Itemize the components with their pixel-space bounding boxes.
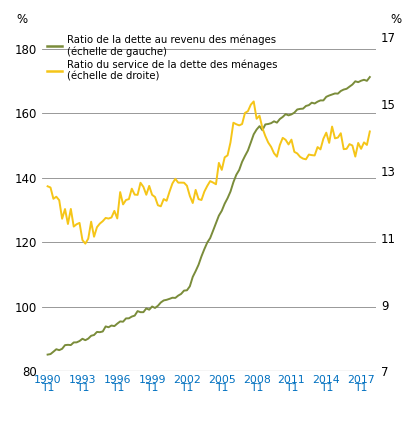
Text: 2002: 2002 bbox=[173, 375, 201, 384]
Text: T1: T1 bbox=[285, 383, 298, 392]
Text: T1: T1 bbox=[41, 383, 54, 392]
Text: T1: T1 bbox=[180, 383, 194, 392]
Text: T1: T1 bbox=[215, 383, 229, 392]
Text: 2017: 2017 bbox=[347, 375, 375, 384]
Text: 1990: 1990 bbox=[34, 375, 61, 384]
Text: T1: T1 bbox=[76, 383, 89, 392]
Text: 2008: 2008 bbox=[243, 375, 270, 384]
Text: T1: T1 bbox=[111, 383, 124, 392]
Text: 2005: 2005 bbox=[208, 375, 236, 384]
Text: 1993: 1993 bbox=[69, 375, 96, 384]
Text: %: % bbox=[390, 13, 401, 26]
Text: 2014: 2014 bbox=[313, 375, 340, 384]
Text: 1996: 1996 bbox=[104, 375, 131, 384]
Text: T1: T1 bbox=[145, 383, 159, 392]
Text: T1: T1 bbox=[320, 383, 333, 392]
Text: T1: T1 bbox=[354, 383, 368, 392]
Text: 1999: 1999 bbox=[138, 375, 166, 384]
Text: 2011: 2011 bbox=[278, 375, 305, 384]
Text: T1: T1 bbox=[250, 383, 263, 392]
Legend: Ratio de la dette au revenu des ménages
(échelle de gauche), Ratio du service de: Ratio de la dette au revenu des ménages … bbox=[47, 35, 278, 82]
Text: %: % bbox=[17, 13, 28, 26]
